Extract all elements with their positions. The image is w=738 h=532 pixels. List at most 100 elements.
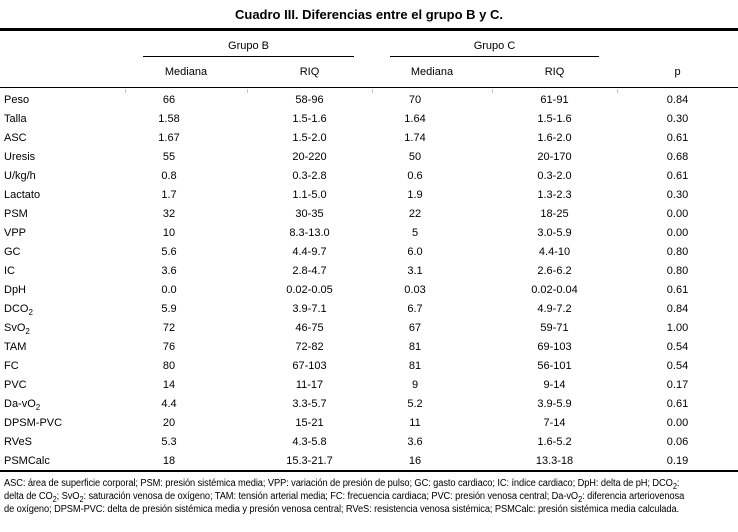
group-b-median-value: 0.8 (161, 169, 177, 182)
group-b-median-value: 18 (162, 454, 176, 467)
row-label: Talla (4, 112, 27, 125)
table-row: FC 80 67-103 81 56-101 0.54 (0, 356, 738, 375)
row-label: TAM (4, 340, 27, 353)
p-value: 0.54 (666, 340, 689, 353)
group-c-median-value: 1.74 (404, 131, 426, 144)
table-row: ASC 1.67 1.5-2.0 1.74 1.6-2.0 0.61 (0, 128, 738, 147)
row-label: DPSM-PVC (4, 416, 63, 429)
gridline-tick (492, 89, 493, 93)
group-b-median-value: 4.4 (161, 397, 177, 410)
group-b-median-value: 1.58 (158, 112, 180, 125)
table-row: IC 3.6 2.8-4.7 3.1 2.6-6.2 0.80 (0, 261, 738, 280)
p-value: 1.00 (666, 321, 689, 334)
group-c-riq-value: 0.02-0.04 (531, 283, 578, 296)
group-c-median-value: 5.2 (407, 397, 423, 410)
group-header-spacer (0, 31, 125, 57)
group-c-median-value: 1.9 (407, 188, 423, 201)
group-b-riq-value: 72-82 (295, 340, 324, 353)
group-b-underline (143, 56, 354, 57)
group-b-riq-value: 46-75 (295, 321, 324, 334)
group-b-riq-value: 30-35 (295, 207, 324, 220)
group-b-riq-value: 11-17 (295, 378, 324, 391)
p-value: 0.30 (666, 112, 689, 125)
group-c-median-value: 67 (408, 321, 422, 334)
group-b-riq-value: 1.5-2.0 (292, 131, 327, 144)
col-header-p: p (674, 66, 681, 78)
row-label: PSMCalc (4, 454, 50, 467)
row-label: Peso (4, 93, 30, 106)
header-rule (0, 87, 738, 88)
group-b-median-value: 1.67 (158, 131, 180, 144)
p-value: 0.61 (666, 397, 689, 410)
group-c-riq-value: 4.9-7.2 (537, 302, 572, 315)
row-label: Uresis (4, 150, 36, 163)
table-row: DCO2 5.9 3.9-7.1 6.7 4.9-7.2 0.84 (0, 299, 738, 318)
group-b-median-value: 80 (162, 359, 176, 372)
group-c-riq-value: 13.3-18 (535, 454, 574, 467)
p-value: 0.19 (666, 454, 689, 467)
group-b-riq-value: 0.02-0.05 (286, 283, 333, 296)
group-c-median-value: 5 (411, 226, 419, 239)
table-title: Cuadro III. Diferencias entre el grupo B… (234, 7, 503, 22)
group-c-median-value: 0.03 (404, 283, 426, 296)
group-b-median-value: 10 (162, 226, 176, 239)
col-header-c-riq: RIQ (544, 66, 565, 78)
group-c-header: Grupo C (372, 31, 617, 57)
p-value: 0.17 (666, 378, 689, 391)
group-b-riq-value: 67-103 (292, 359, 327, 372)
table-row: TAM 76 72-82 81 69-103 0.54 (0, 337, 738, 356)
row-label: DpH (4, 283, 27, 296)
table-row: RVeS 5.3 4.3-5.8 3.6 1.6-5.2 0.06 (0, 432, 738, 451)
group-c-riq-value: 3.0-5.9 (537, 226, 572, 239)
group-c-median-value: 81 (408, 359, 422, 372)
p-value: 0.06 (666, 435, 689, 448)
row-label: SvO2 (4, 321, 30, 336)
footnote: ASC: área de superficie corporal; PSM: p… (0, 472, 738, 516)
group-c-riq-value: 61-91 (540, 93, 569, 106)
p-value: 0.00 (666, 416, 689, 429)
group-b-riq-value: 4.4-9.7 (292, 245, 327, 258)
group-b-median-value: 72 (162, 321, 176, 334)
p-value: 0.68 (666, 150, 689, 163)
table-row: PSM 32 30-35 22 18-25 0.00 (0, 204, 738, 223)
p-value: 0.61 (666, 169, 689, 182)
row-label: RVeS (4, 435, 32, 448)
group-c-riq-value: 0.3-2.0 (537, 169, 572, 182)
group-b-riq-value: 1.5-1.6 (292, 112, 327, 125)
p-value: 0.80 (666, 264, 689, 277)
group-c-median-value: 6.0 (407, 245, 423, 258)
group-c-label: Grupo C (473, 40, 516, 52)
p-value: 0.00 (666, 207, 689, 220)
group-b-riq-value: 15-21 (295, 416, 324, 429)
group-b-median-value: 0.0 (161, 283, 177, 296)
group-c-riq-value: 4.4-10 (538, 245, 571, 258)
table-row: Da-vO2 4.4 3.3-5.7 5.2 3.9-5.9 0.61 (0, 394, 738, 413)
gridline-tick (125, 89, 126, 93)
group-b-riq-value: 4.3-5.8 (292, 435, 327, 448)
footnote-line: delta de CO2; SvO2: saturación venosa de… (4, 491, 685, 504)
group-c-median-value: 70 (408, 93, 422, 106)
p-value: 0.54 (666, 359, 689, 372)
group-b-median-value: 3.6 (161, 264, 177, 277)
row-label: U/kg/h (4, 169, 36, 182)
p-value: 0.80 (666, 245, 689, 258)
p-value: 0.30 (666, 188, 689, 201)
bottom-rule (0, 470, 738, 472)
group-c-riq-value: 1.3-2.3 (537, 188, 572, 201)
group-header-row: Grupo B Grupo C (0, 31, 738, 57)
row-label: PVC (4, 378, 27, 391)
table-body: Peso 66 58-96 70 61-91 0.84 Talla 1.58 1… (0, 88, 738, 470)
group-c-riq-value: 20-170 (537, 150, 572, 163)
group-b-riq-value: 58-96 (295, 93, 324, 106)
footnote-line: ASC: área de superficie corporal; PSM: p… (4, 478, 680, 491)
p-value: 0.00 (666, 226, 689, 239)
row-label: FC (4, 359, 19, 372)
table-row: Lactato 1.7 1.1-5.0 1.9 1.3-2.3 0.30 (0, 185, 738, 204)
row-label: PSM (4, 207, 28, 220)
group-c-riq-value: 1.6-5.2 (537, 435, 572, 448)
table-row: GC 5.6 4.4-9.7 6.0 4.4-10 0.80 (0, 242, 738, 261)
p-value: 0.61 (666, 283, 689, 296)
group-c-median-value: 11 (409, 416, 421, 429)
group-c-riq-value: 56-101 (537, 359, 572, 372)
